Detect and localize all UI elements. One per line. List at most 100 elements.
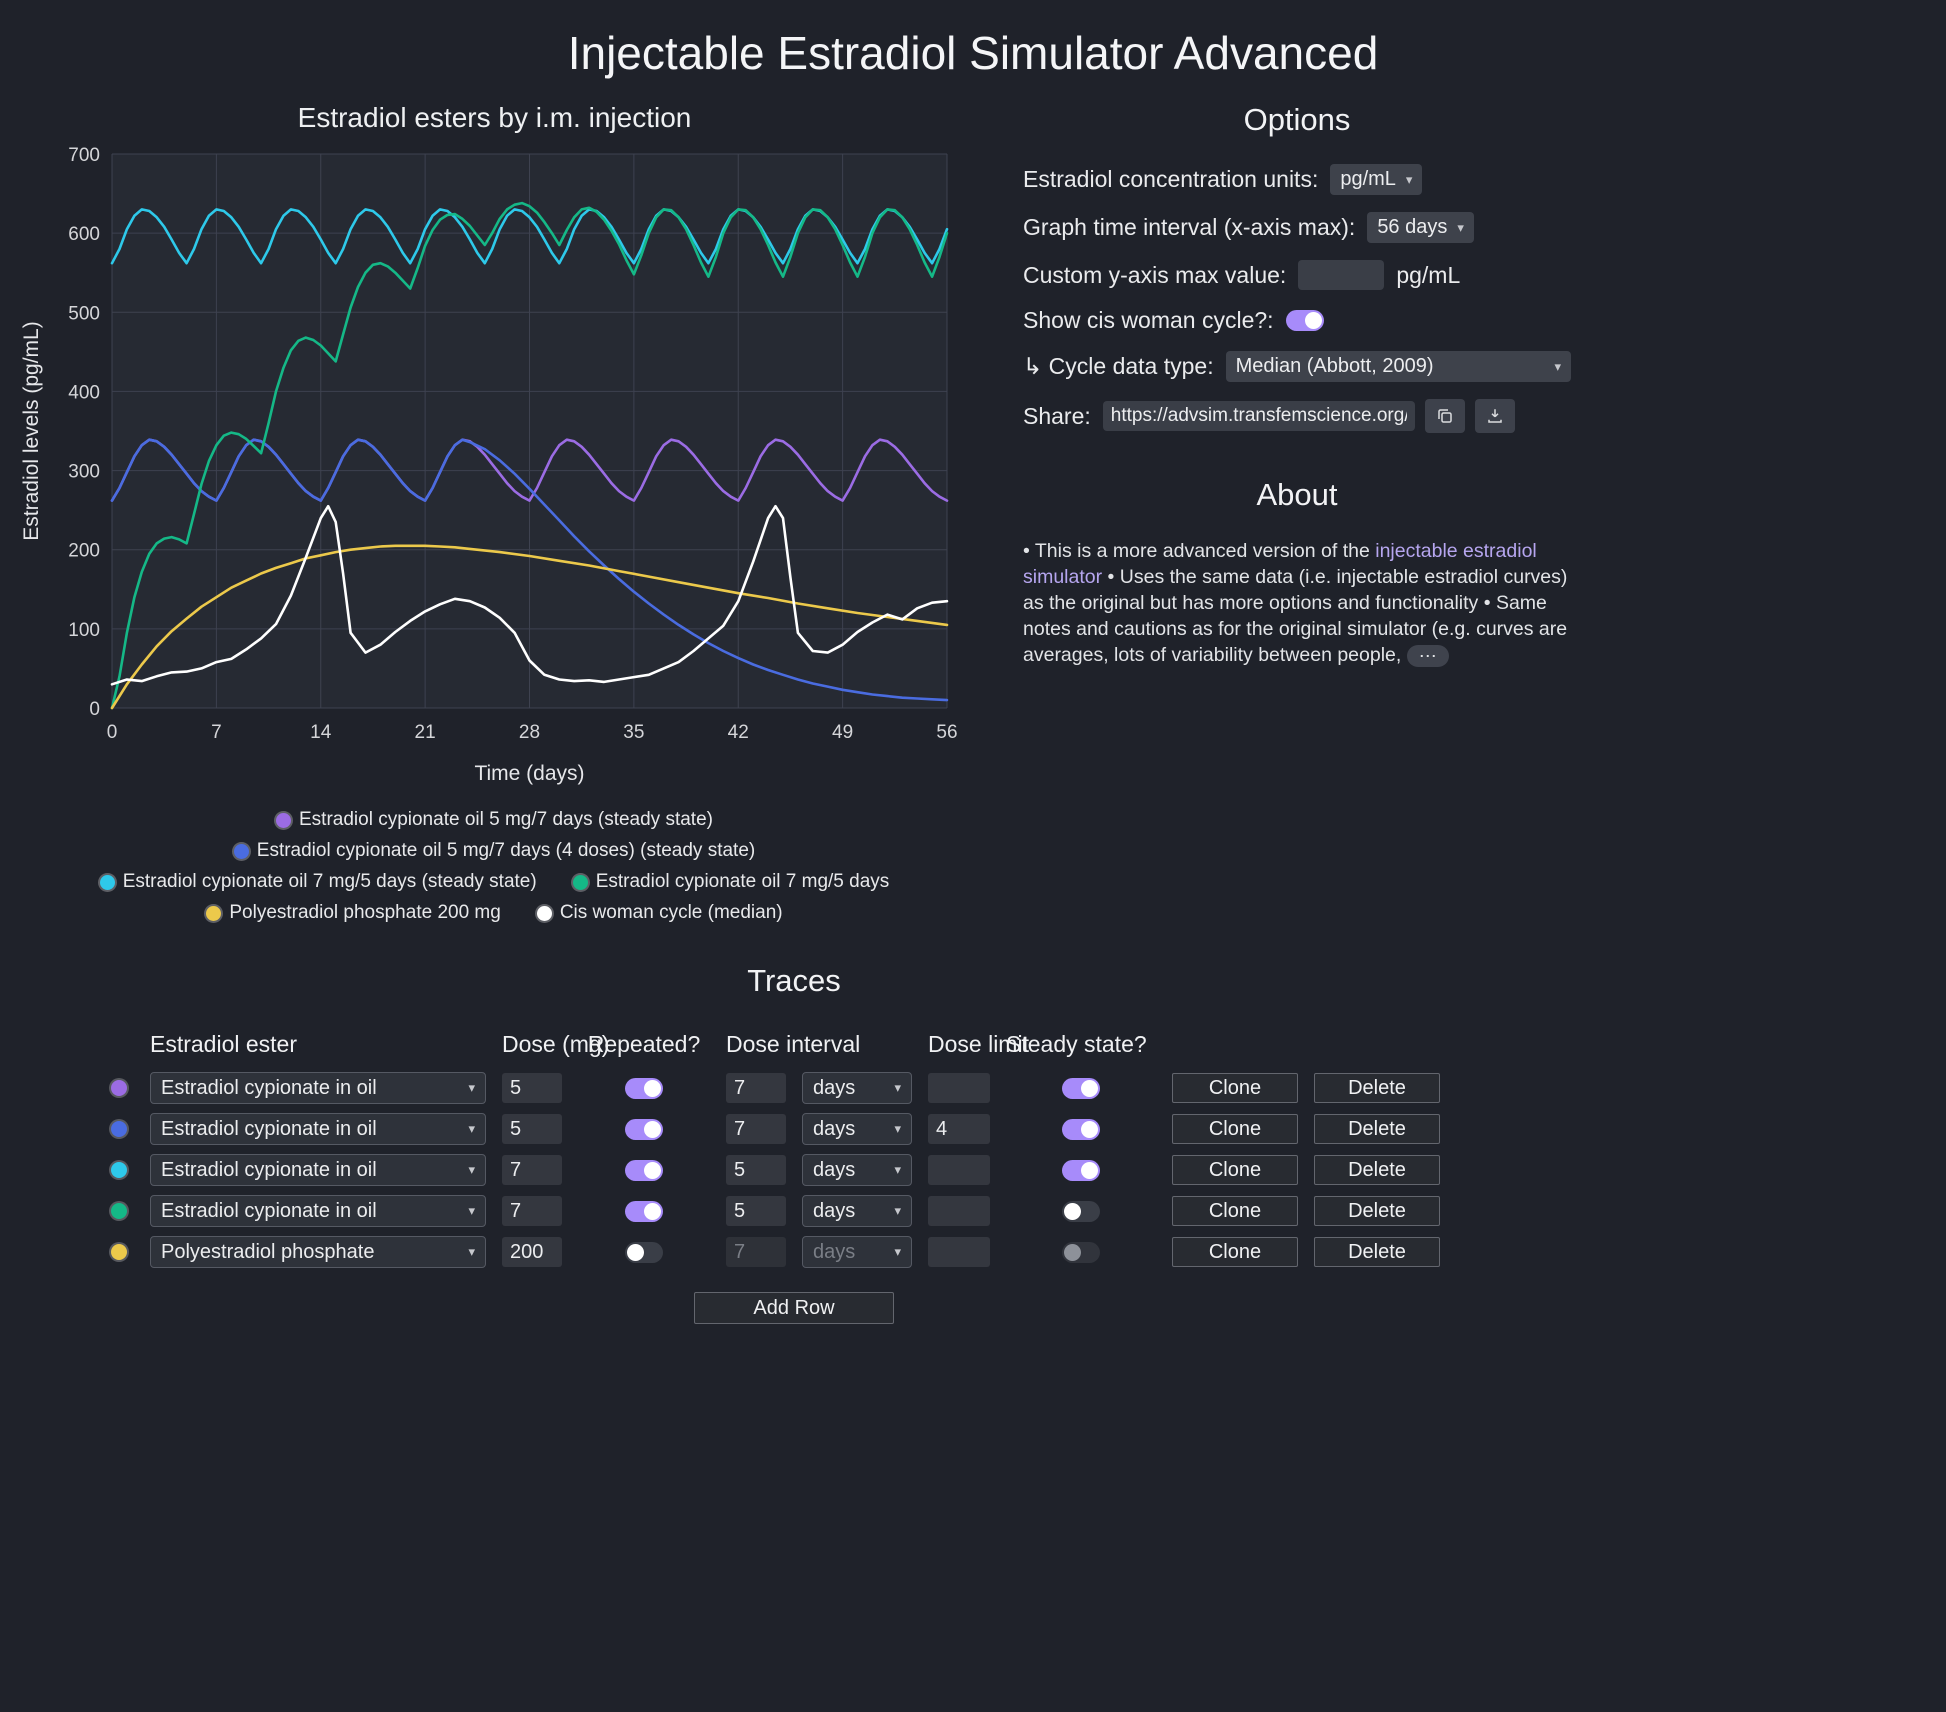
- time-interval-select[interactable]: 56 days ▾: [1367, 212, 1474, 243]
- ester-select[interactable]: Estradiol cypionate in oil ▾: [150, 1113, 486, 1145]
- steady-state-toggle[interactable]: [1062, 1241, 1100, 1263]
- chevron-down-icon: ▾: [468, 1244, 475, 1259]
- dose-limit-input[interactable]: [928, 1114, 990, 1144]
- add-row-wrap: Add Row: [104, 1292, 1484, 1324]
- ester-select[interactable]: Estradiol cypionate in oil ▾: [150, 1195, 486, 1227]
- dose-limit-input[interactable]: [928, 1237, 990, 1267]
- chevron-down-icon: ▾: [468, 1203, 475, 1218]
- legend-item[interactable]: Polyestradiol phosphate 200 mg: [206, 902, 501, 924]
- legend-item[interactable]: Estradiol cypionate oil 7 mg/5 days (ste…: [99, 871, 537, 893]
- cycle-type-select[interactable]: Median (Abbott, 2009) ▾: [1225, 351, 1571, 382]
- legend-item[interactable]: Estradiol cypionate oil 5 mg/7 days (4 d…: [233, 840, 755, 862]
- legend-item[interactable]: Cis woman cycle (median): [536, 902, 783, 924]
- about-text-end: • Uses the same data (i.e. injectable es…: [1023, 565, 1568, 666]
- svg-text:7: 7: [211, 722, 222, 743]
- chart-legend: Estradiol cypionate oil 5 mg/7 days (ste…: [12, 809, 977, 924]
- copy-link-button[interactable]: [1424, 399, 1465, 433]
- about-text: • This is a more advanced version of the…: [1023, 539, 1571, 669]
- dose-interval-input[interactable]: [726, 1237, 786, 1267]
- delete-button[interactable]: Delete: [1314, 1237, 1440, 1267]
- ester-select[interactable]: Estradiol cypionate in oil ▾: [150, 1072, 486, 1104]
- clone-button[interactable]: Clone: [1172, 1237, 1298, 1267]
- steady-state-toggle[interactable]: [1062, 1159, 1100, 1181]
- header-dose: Dose (mg): [502, 1031, 610, 1057]
- dose-interval-input[interactable]: [726, 1114, 786, 1144]
- header-dose-interval: Dose interval: [726, 1031, 861, 1057]
- svg-text:14: 14: [310, 722, 332, 743]
- time-interval-select-value: 56 days: [1377, 216, 1448, 238]
- dose-input[interactable]: [502, 1196, 562, 1226]
- delete-button[interactable]: Delete: [1314, 1114, 1440, 1144]
- interval-unit-select[interactable]: days ▾: [802, 1154, 912, 1186]
- chevron-down-icon: ▾: [1457, 219, 1464, 235]
- injectable-simulator-link[interactable]: injectable estradiol simulator: [1023, 540, 1537, 588]
- dose-limit-input[interactable]: [928, 1073, 990, 1103]
- repeated-toggle[interactable]: [625, 1077, 663, 1099]
- interval-unit-select[interactable]: days ▾: [802, 1236, 912, 1268]
- legend-item[interactable]: Estradiol cypionate oil 7 mg/5 days: [572, 871, 889, 893]
- dose-interval-input[interactable]: [726, 1196, 786, 1226]
- repeated-toggle[interactable]: [625, 1118, 663, 1140]
- ymax-input[interactable]: [1298, 260, 1385, 290]
- units-select-value: pg/mL: [1340, 168, 1396, 190]
- units-select[interactable]: pg/mL ▾: [1330, 164, 1423, 195]
- ester-select[interactable]: Estradiol cypionate in oil ▾: [150, 1154, 486, 1186]
- dose-input[interactable]: [502, 1073, 562, 1103]
- interval-unit-select[interactable]: days ▾: [802, 1072, 912, 1104]
- delete-button[interactable]: Delete: [1314, 1155, 1440, 1185]
- interval-unit-select[interactable]: days ▾: [802, 1113, 912, 1145]
- repeated-toggle[interactable]: [625, 1159, 663, 1181]
- time-interval-row: Graph time interval (x-axis max): 56 day…: [1023, 212, 1571, 243]
- dose-limit-input[interactable]: [928, 1196, 990, 1226]
- show-cycle-toggle[interactable]: [1285, 310, 1324, 331]
- ester-select[interactable]: Polyestradiol phosphate ▾: [150, 1236, 486, 1268]
- share-url-input[interactable]: [1102, 401, 1415, 431]
- estradiol-chart-canvas[interactable]: 0 7 14 21 28 35 42 49 56 0 100 200 300 400 500 600 700 Ti…: [12, 136, 972, 796]
- trace-color-dot: [111, 1121, 127, 1137]
- dose-input[interactable]: [502, 1155, 562, 1185]
- clone-button[interactable]: Clone: [1172, 1114, 1298, 1144]
- chevron-down-icon: ▾: [894, 1162, 901, 1177]
- ester-select-value: Estradiol cypionate in oil: [161, 1076, 377, 1099]
- svg-text:28: 28: [519, 722, 540, 743]
- delete-button[interactable]: Delete: [1314, 1196, 1440, 1226]
- clone-button[interactable]: Clone: [1172, 1073, 1298, 1103]
- repeated-toggle[interactable]: [625, 1241, 663, 1263]
- ester-select-value: Estradiol cypionate in oil: [161, 1199, 377, 1222]
- expand-more-button[interactable]: ⋯: [1406, 644, 1449, 667]
- chevron-down-icon: ▾: [1405, 171, 1413, 187]
- chevron-down-icon: ▾: [894, 1244, 901, 1259]
- interval-unit-select[interactable]: days ▾: [802, 1195, 912, 1227]
- chart-title: Estradiol esters by i.m. injection: [297, 102, 692, 133]
- dose-input[interactable]: [502, 1114, 562, 1144]
- svg-text:200: 200: [68, 541, 100, 562]
- trace-color-dot: [111, 1080, 127, 1096]
- download-button[interactable]: [1474, 399, 1515, 433]
- trace-color-dot: [111, 1203, 127, 1219]
- chart-section: Estradiol esters by i.m. injection 0 7 14 2…: [12, 96, 977, 933]
- svg-text:100: 100: [68, 620, 100, 641]
- clone-button[interactable]: Clone: [1172, 1196, 1298, 1226]
- interval-unit-select-value: days: [813, 1199, 856, 1222]
- dose-interval-input[interactable]: [726, 1073, 786, 1103]
- repeated-toggle[interactable]: [625, 1200, 663, 1222]
- svg-text:600: 600: [68, 224, 100, 245]
- legend-color-dot: [99, 874, 115, 890]
- dose-input[interactable]: [502, 1237, 562, 1267]
- legend-item[interactable]: Estradiol cypionate oil 5 mg/7 days (ste…: [276, 809, 713, 831]
- cycle-type-label: ↳ Cycle data type:: [1023, 353, 1214, 379]
- traces-heading: Traces: [747, 963, 841, 998]
- header-ester: Estradiol ester: [150, 1031, 298, 1057]
- header-dose-limit: Dose limit: [928, 1031, 1029, 1057]
- svg-text:400: 400: [68, 382, 100, 403]
- steady-state-toggle[interactable]: [1062, 1200, 1100, 1222]
- clone-button[interactable]: Clone: [1172, 1155, 1298, 1185]
- dose-limit-input[interactable]: [928, 1155, 990, 1185]
- legend-color-dot: [233, 843, 249, 859]
- interval-unit-select-value: days: [813, 1240, 856, 1263]
- delete-button[interactable]: Delete: [1314, 1073, 1440, 1103]
- steady-state-toggle[interactable]: [1062, 1118, 1100, 1140]
- add-row-button[interactable]: Add Row: [694, 1292, 894, 1324]
- dose-interval-input[interactable]: [726, 1155, 786, 1185]
- steady-state-toggle[interactable]: [1062, 1077, 1100, 1099]
